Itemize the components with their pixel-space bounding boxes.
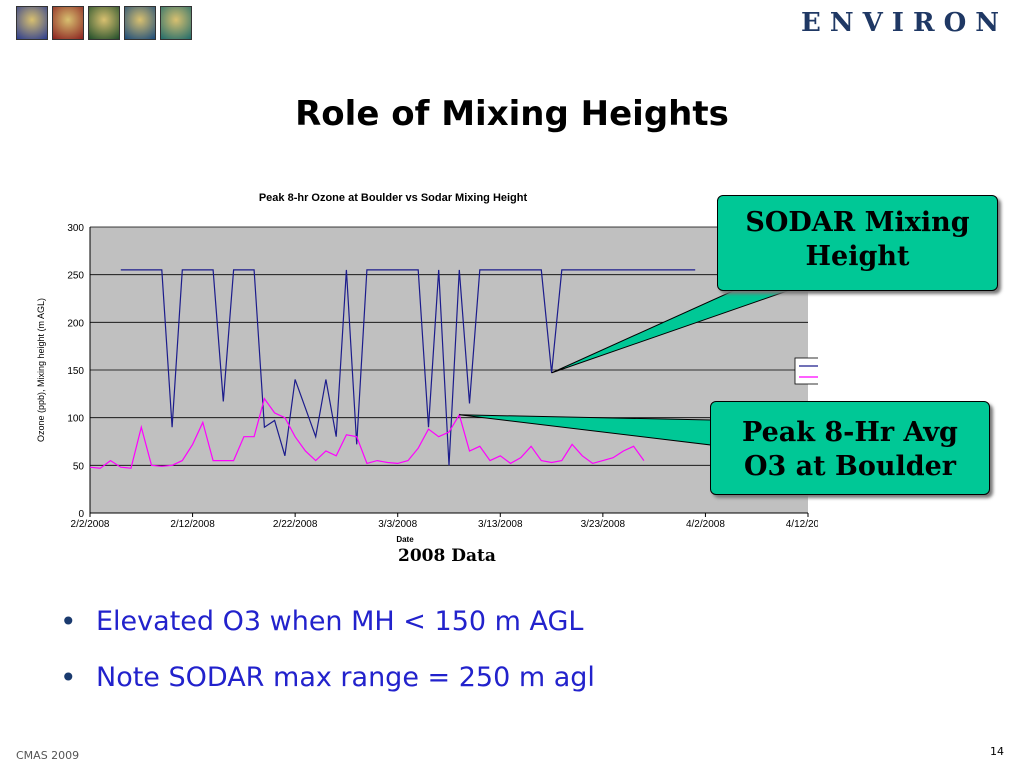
ship-thumbnail <box>124 6 156 40</box>
balloon-thumbnail <box>160 6 192 40</box>
x-tick-label: 2/22/2008 <box>273 519 318 530</box>
globe-thumbnail <box>16 6 48 40</box>
callout-ozone-line2: O3 at Boulder <box>743 451 957 482</box>
y-tick-label: 0 <box>78 509 84 520</box>
callout-ozone-line1: Peak 8-Hr Avg <box>742 417 958 448</box>
callout-sodar-line2: Height <box>805 241 910 272</box>
x-axis-label: Date <box>396 535 414 544</box>
header-thumbnails <box>16 6 192 40</box>
chart-title: Peak 8-hr Ozone at Boulder vs Sodar Mixi… <box>259 192 528 204</box>
x-tick-label: 3/13/2008 <box>478 519 523 530</box>
x-tick-label: 2/12/2008 <box>170 519 215 530</box>
bullet-list: • Elevated O3 when MH < 150 m AGL • Note S… <box>60 594 595 706</box>
series-line-0 <box>120 269 696 466</box>
legend-box <box>794 357 818 385</box>
callout-sodar: SODAR Mixing Height <box>717 195 998 291</box>
y-tick-label: 200 <box>67 318 84 329</box>
x-tick-label: 3/3/2008 <box>378 519 417 530</box>
y-tick-label: 300 <box>67 223 84 234</box>
x-tick-label: 4/2/2008 <box>686 519 725 530</box>
page-number: 14 <box>990 745 1004 758</box>
bullet-text: Note SODAR max range = 250 m agl <box>96 662 595 693</box>
brand-logo: ENVIRON <box>801 8 1008 38</box>
bullet-item: • Note SODAR max range = 250 m agl <box>60 650 595 706</box>
callout-ozone: Peak 8-Hr Avg O3 at Boulder <box>710 401 990 495</box>
y-tick-label: 50 <box>73 461 85 472</box>
bullet-dot-icon: • <box>60 605 77 638</box>
footer-label: CMAS 2009 <box>16 749 80 762</box>
bullet-dot-icon: • <box>60 661 77 694</box>
x-tick-label: 4/12/2008 <box>786 519 818 530</box>
ozone-mixing-chart: 0 50 100 150 200 250 300 2/2/2008 2/12/2008 2/22/… <box>36 192 818 544</box>
y-tick-label: 250 <box>67 271 84 282</box>
slide-title: Role of Mixing Heights <box>295 94 729 134</box>
x-tick-label: 3/23/2008 <box>581 519 626 530</box>
bullet-text: Elevated O3 when MH < 150 m AGL <box>96 606 584 637</box>
callout-sodar-line1: SODAR Mixing <box>745 207 970 238</box>
chart-caption: 2008 Data <box>398 546 496 566</box>
x-tick-label: 2/2/2008 <box>71 519 110 530</box>
bullet-item: • Elevated O3 when MH < 150 m AGL <box>60 594 595 650</box>
y-tick-label: 150 <box>67 366 84 377</box>
y-tick-label: 100 <box>67 414 84 425</box>
dna-thumbnail <box>52 6 84 40</box>
y-axis-label: Ozone (ppb), Mixing height (m AGL) <box>36 298 46 442</box>
industry-thumbnail <box>88 6 120 40</box>
series-line-1 <box>89 397 645 469</box>
